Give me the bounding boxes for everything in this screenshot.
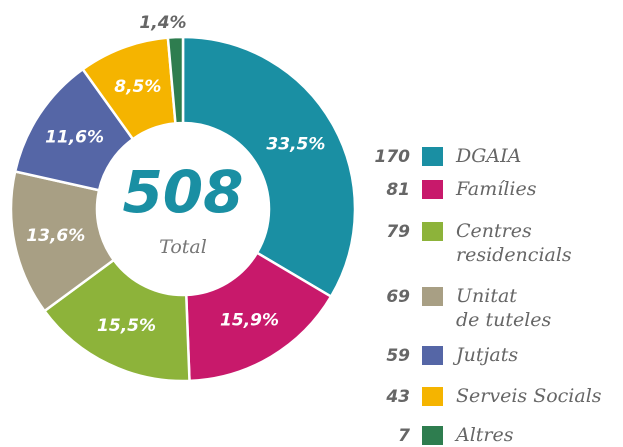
legend-swatch	[422, 147, 443, 166]
legend-label: Jutjats	[452, 344, 518, 366]
donut-slice	[42, 258, 191, 383]
legend-label: residencials	[456, 244, 572, 266]
legend-count: 7	[398, 426, 410, 446]
total: 508	[122, 158, 243, 226]
legend-swatch	[422, 426, 443, 445]
slice-label: 1,4%	[139, 13, 186, 33]
legend-swatch	[422, 222, 443, 241]
slice-label: 15,9%	[220, 311, 279, 331]
legend-label: Serveis Socials	[456, 385, 602, 407]
slice-label: 15,5%	[97, 316, 156, 336]
legend-count: 81	[386, 180, 410, 200]
legend-label: Famílies	[455, 178, 537, 200]
slice-label: 11,6%	[45, 127, 104, 147]
legend-swatch	[422, 387, 443, 406]
legend-count: 43	[385, 387, 410, 407]
legend-swatch	[422, 346, 443, 365]
legend-label: Unitat	[456, 285, 517, 307]
donut-slice	[181, 35, 357, 299]
legend-label: Centres	[456, 220, 532, 242]
legend-swatch	[422, 180, 443, 199]
total-label: Total	[159, 236, 207, 258]
donut-slice	[166, 35, 185, 125]
slice-label: 33,5%	[266, 135, 325, 155]
legend-count: 170	[375, 147, 411, 167]
slice-label: 13,6%	[26, 226, 85, 246]
legend-swatch	[422, 287, 443, 306]
legend-count: 79	[386, 222, 410, 242]
legend-label: DGAIA	[455, 145, 521, 167]
slice-label: 8,5%	[114, 77, 161, 97]
legend-count: 59	[386, 346, 410, 366]
legend-label: de tuteles	[456, 309, 552, 331]
legend-count: 69	[386, 287, 410, 307]
legend-label: Altres	[454, 424, 514, 446]
